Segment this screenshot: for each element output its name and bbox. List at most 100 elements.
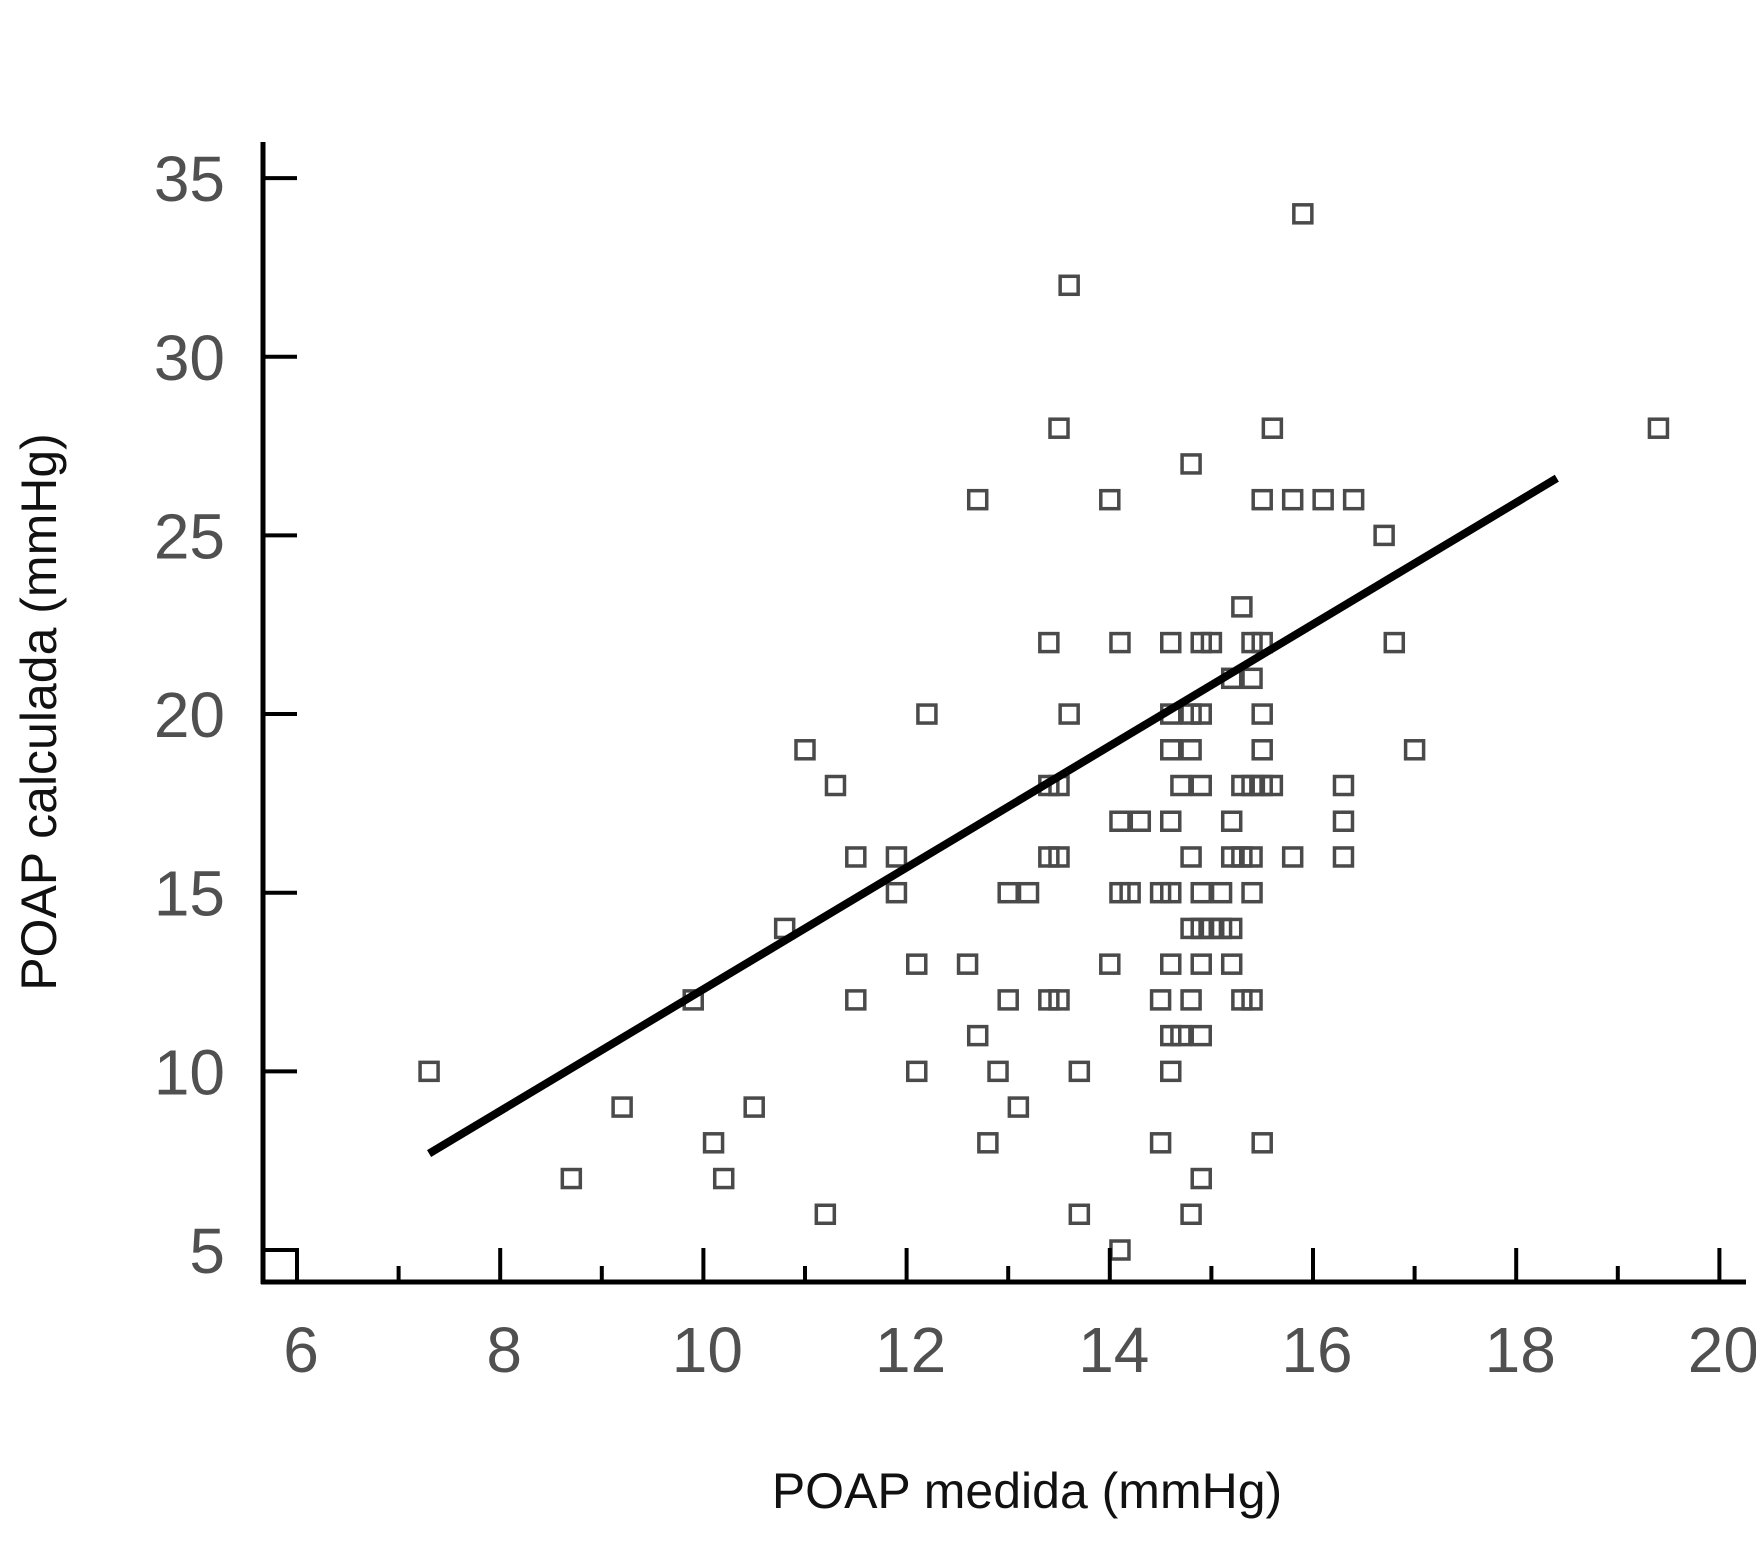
data-point xyxy=(712,1167,735,1190)
x-tick-label: 6 xyxy=(283,1314,319,1386)
y-tick-label: 10 xyxy=(154,1036,225,1108)
data-point xyxy=(845,846,867,868)
data-point xyxy=(1342,488,1365,511)
data-point xyxy=(1241,846,1263,868)
data-point xyxy=(1261,417,1284,439)
data-point xyxy=(1251,739,1273,761)
data-point xyxy=(1099,488,1121,511)
data-point xyxy=(1170,1024,1192,1047)
data-point xyxy=(1180,846,1202,868)
data-point xyxy=(997,989,1019,1011)
data-point xyxy=(977,1132,999,1154)
data-point xyxy=(1241,667,1263,690)
data-point xyxy=(611,1096,633,1118)
y-tick-label: 25 xyxy=(154,500,225,572)
x-axis-title: POAP medida (mmHg) xyxy=(772,1463,1282,1519)
data-point xyxy=(1200,631,1223,654)
data-point xyxy=(1210,881,1233,904)
data-point xyxy=(1160,739,1182,761)
data-point xyxy=(1180,739,1202,761)
data-point xyxy=(1281,488,1304,511)
data-point xyxy=(1180,453,1202,475)
data-point xyxy=(1190,953,1212,975)
data-point xyxy=(1180,989,1202,1011)
data-point xyxy=(1170,774,1192,797)
data-point xyxy=(1109,631,1131,654)
data-point xyxy=(1251,488,1273,511)
regression-line xyxy=(427,474,1559,1157)
x-tick-label: 10 xyxy=(672,1314,743,1386)
data-point xyxy=(1251,1132,1273,1154)
data-point xyxy=(987,1060,1009,1083)
data-point xyxy=(1180,1203,1202,1226)
x-tick-label: 16 xyxy=(1281,1314,1352,1386)
data-point xyxy=(1251,703,1273,725)
y-tick-label: 5 xyxy=(189,1215,225,1287)
data-point xyxy=(1007,1096,1030,1118)
y-tick-label: 35 xyxy=(154,143,225,215)
data-point xyxy=(1119,881,1141,904)
data-point xyxy=(1220,917,1243,940)
data-point xyxy=(1048,989,1070,1011)
data-point xyxy=(1160,881,1182,904)
axes xyxy=(260,142,1746,1285)
x-tick-label: 8 xyxy=(486,1314,522,1386)
data-point xyxy=(1068,1060,1091,1083)
data-point xyxy=(1160,631,1182,654)
data-point xyxy=(1241,989,1263,1011)
data-point xyxy=(743,1096,765,1118)
y-tick-label: 15 xyxy=(154,858,225,930)
data-point xyxy=(418,1060,440,1083)
data-point xyxy=(1190,774,1212,797)
data-points xyxy=(418,203,1670,1261)
data-point xyxy=(1241,881,1263,904)
data-point xyxy=(1332,846,1355,868)
data-point xyxy=(1190,881,1212,904)
data-point xyxy=(1149,1132,1172,1154)
x-tick-label: 18 xyxy=(1485,1314,1556,1386)
data-point xyxy=(794,739,816,761)
data-point xyxy=(1403,739,1426,761)
data-point xyxy=(916,703,938,725)
data-point xyxy=(1160,1060,1182,1083)
data-point xyxy=(1261,774,1284,797)
data-point xyxy=(1048,417,1070,439)
data-point xyxy=(956,953,979,975)
data-point xyxy=(1373,524,1395,547)
data-point xyxy=(1129,810,1152,832)
tick-labels: 5 10 15 20 25 30 35 6 8 10 12 14 16 18 20 xyxy=(154,143,1756,1386)
data-point xyxy=(1109,810,1131,832)
data-point xyxy=(885,881,908,904)
data-point xyxy=(824,774,847,797)
data-point xyxy=(1220,810,1243,832)
data-point xyxy=(1160,953,1182,975)
y-tick-label: 20 xyxy=(154,679,225,751)
data-point xyxy=(814,1203,837,1226)
data-point xyxy=(702,1132,725,1154)
data-point xyxy=(1383,631,1406,654)
data-point xyxy=(1190,1024,1212,1047)
data-point xyxy=(1220,953,1243,975)
data-point xyxy=(560,1167,583,1190)
data-point xyxy=(1332,774,1355,797)
data-point xyxy=(1231,596,1253,618)
data-point xyxy=(1038,631,1060,654)
y-tick-label: 30 xyxy=(154,322,225,394)
data-point xyxy=(1190,703,1212,725)
data-point xyxy=(966,1024,989,1047)
data-point xyxy=(885,846,908,868)
data-point xyxy=(1017,881,1040,904)
data-point xyxy=(845,989,867,1011)
data-point xyxy=(1160,810,1182,832)
data-point xyxy=(1190,1167,1212,1190)
data-point xyxy=(1292,203,1314,225)
data-point xyxy=(906,1060,928,1083)
y-axis-title: POAP calculada (mmHg) xyxy=(11,433,67,991)
data-point xyxy=(1058,703,1080,725)
data-point xyxy=(1048,846,1070,868)
data-point xyxy=(1281,846,1304,868)
data-point xyxy=(1109,1239,1131,1261)
data-point xyxy=(1058,274,1080,297)
data-point xyxy=(1068,1203,1091,1226)
data-point xyxy=(997,881,1019,904)
